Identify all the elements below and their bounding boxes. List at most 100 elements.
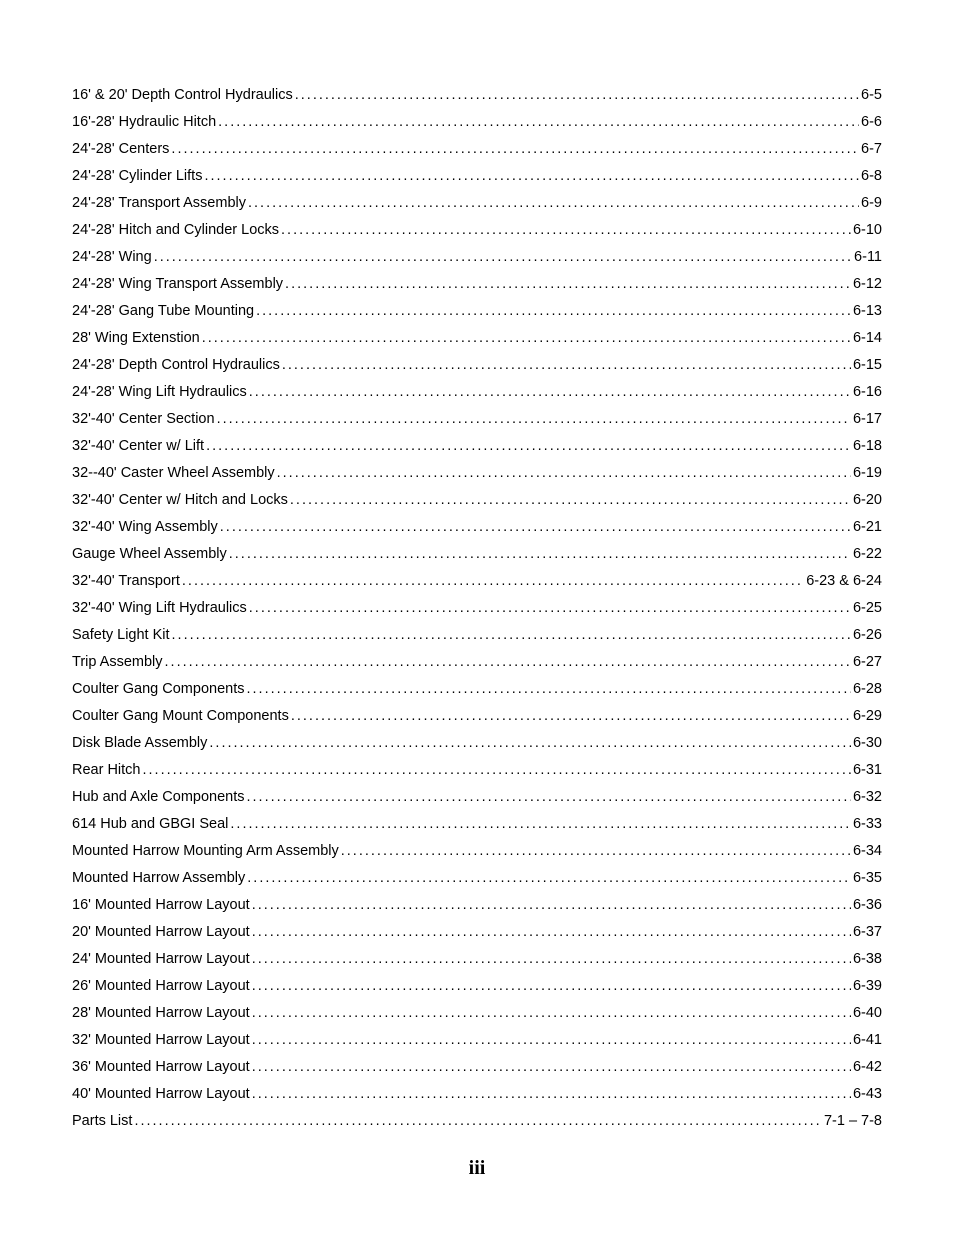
toc-leader [218, 115, 859, 130]
toc-leader [172, 628, 851, 643]
toc-entry-title: Rear Hitch [72, 763, 141, 778]
toc-entry-title: Safety Light Kit [72, 628, 170, 643]
toc-entry: Parts List7-1 – 7-8 [72, 1114, 882, 1129]
toc-entry-page: 6-39 [853, 979, 882, 994]
toc-entry-page: 6-29 [853, 709, 882, 724]
toc-leader [247, 871, 851, 886]
toc-entry-title: 24'-28' Wing Transport Assembly [72, 277, 283, 292]
toc-leader [256, 304, 851, 319]
toc-entry-page: 6-20 [853, 493, 882, 508]
toc-entry-page: 6-41 [853, 1033, 882, 1048]
toc-entry-title: 32'-40' Center w/ Lift [72, 439, 204, 454]
toc-entry-page: 6-25 [853, 601, 882, 616]
toc-entry-title: 16' & 20' Depth Control Hydraulics [72, 88, 293, 103]
toc-leader [154, 250, 852, 265]
toc-entry-page: 6-43 [853, 1087, 882, 1102]
toc-entry: 32'-40' Center w/ Hitch and Locks6-20 [72, 493, 882, 508]
toc-entry-page: 6-33 [853, 817, 882, 832]
toc-entry-page: 6-15 [853, 358, 882, 373]
toc-leader [209, 736, 851, 751]
toc-entry: 24'-28' Depth Control Hydraulics6-15 [72, 358, 882, 373]
toc-leader [229, 547, 851, 562]
toc-entry: Coulter Gang Components6-28 [72, 682, 882, 697]
toc-leader [295, 88, 859, 103]
toc-entry-page: 6-8 [861, 169, 882, 184]
toc-entry-title: Parts List [72, 1114, 132, 1129]
toc-entry-page: 6-16 [853, 385, 882, 400]
toc-leader [249, 601, 851, 616]
toc-entry-title: 28' Wing Extenstion [72, 331, 200, 346]
toc-leader [171, 142, 859, 157]
toc-entry-title: 16' Mounted Harrow Layout [72, 898, 250, 913]
toc-leader [247, 790, 851, 805]
toc-entry-title: 24'-28' Hitch and Cylinder Locks [72, 223, 279, 238]
toc-entry-page: 6-32 [853, 790, 882, 805]
toc-entry-page: 6-31 [853, 763, 882, 778]
toc-entry-title: Mounted Harrow Mounting Arm Assembly [72, 844, 339, 859]
toc-leader [281, 223, 851, 238]
toc-leader [247, 682, 851, 697]
toc-entry: 36' Mounted Harrow Layout6-42 [72, 1060, 882, 1075]
toc-entry-title: Trip Assembly [72, 655, 163, 670]
toc-entry-page: 6-38 [853, 952, 882, 967]
toc-entry-page: 6-5 [861, 88, 882, 103]
toc-entry: 16' Mounted Harrow Layout 6-36 [72, 898, 882, 913]
toc-leader [285, 277, 851, 292]
toc-entry-title: 32--40' Caster Wheel Assembly [72, 466, 275, 481]
toc-entry-page: 6-14 [853, 331, 882, 346]
toc-entry-page: 6-22 [853, 547, 882, 562]
toc-entry-page: 6-35 [853, 871, 882, 886]
toc-entry: 24'-28' Transport Assembly6-9 [72, 196, 882, 211]
toc-leader [202, 331, 851, 346]
toc-entry-title: 20' Mounted Harrow Layout [72, 925, 250, 940]
toc-entry-page: 6-37 [853, 925, 882, 940]
table-of-contents: 16' & 20' Depth Control Hydraulics 6-5 16'… [72, 88, 882, 1129]
toc-entry: 16'-28' Hydraulic Hitch6-6 [72, 115, 882, 130]
toc-entry-page: 6-11 [854, 250, 882, 265]
toc-leader [248, 196, 859, 211]
toc-entry: 614 Hub and GBGI Seal6-33 [72, 817, 882, 832]
toc-entry-page: 6-13 [853, 304, 882, 319]
toc-leader [252, 925, 851, 940]
toc-leader [165, 655, 851, 670]
toc-entry: 32'-40' Wing Lift Hydraulics6-25 [72, 601, 882, 616]
toc-entry: Gauge Wheel Assembly 6-22 [72, 547, 882, 562]
toc-entry: 32'-40' Wing Assembly6-21 [72, 520, 882, 535]
toc-leader [182, 574, 804, 589]
toc-leader [220, 520, 851, 535]
toc-entry-title: Coulter Gang Mount Components [72, 709, 289, 724]
toc-leader [252, 1060, 851, 1075]
toc-entry: 24' Mounted Harrow Layout6-38 [72, 952, 882, 967]
toc-entry-title: Hub and Axle Components [72, 790, 245, 805]
toc-entry-title: Gauge Wheel Assembly [72, 547, 227, 562]
toc-entry-title: 32' Mounted Harrow Layout [72, 1033, 250, 1048]
toc-entry: 32' Mounted Harrow Layout 6-41 [72, 1033, 882, 1048]
toc-entry: 28' Wing Extenstion 6-14 [72, 331, 882, 346]
toc-leader [230, 817, 851, 832]
toc-entry-page: 6-36 [853, 898, 882, 913]
toc-entry: 24'-28' Hitch and Cylinder Locks6-10 [72, 223, 882, 238]
toc-leader [252, 1033, 851, 1048]
toc-entry: 40' Mounted Harrow Layout6-43 [72, 1087, 882, 1102]
toc-leader [341, 844, 851, 859]
toc-leader [217, 412, 851, 427]
toc-entry-title: 26' Mounted Harrow Layout [72, 979, 250, 994]
toc-entry: 20' Mounted Harrow Layout 6-37 [72, 925, 882, 940]
toc-entry-page: 6-12 [853, 277, 882, 292]
toc-entry: 24'-28' Cylinder Lifts6-8 [72, 169, 882, 184]
toc-leader [204, 169, 859, 184]
page-number: iii [0, 1157, 954, 1180]
toc-entry: Coulter Gang Mount Components 6-29 [72, 709, 882, 724]
toc-entry: Trip Assembly6-27 [72, 655, 882, 670]
toc-entry: 24'-28' Centers6-7 [72, 142, 882, 157]
toc-entry-title: 28' Mounted Harrow Layout [72, 1006, 250, 1021]
toc-entry-page: 6-21 [853, 520, 882, 535]
toc-entry-title: 24'-28' Wing Lift Hydraulics [72, 385, 247, 400]
toc-entry-title: 24'-28' Transport Assembly [72, 196, 246, 211]
toc-entry-page: 6-28 [853, 682, 882, 697]
toc-leader [134, 1114, 822, 1129]
toc-entry-page: 6-6 [861, 115, 882, 130]
toc-leader [143, 763, 851, 778]
toc-entry: 26' Mounted Harrow Layout 6-39 [72, 979, 882, 994]
toc-entry-page: 6-18 [853, 439, 882, 454]
